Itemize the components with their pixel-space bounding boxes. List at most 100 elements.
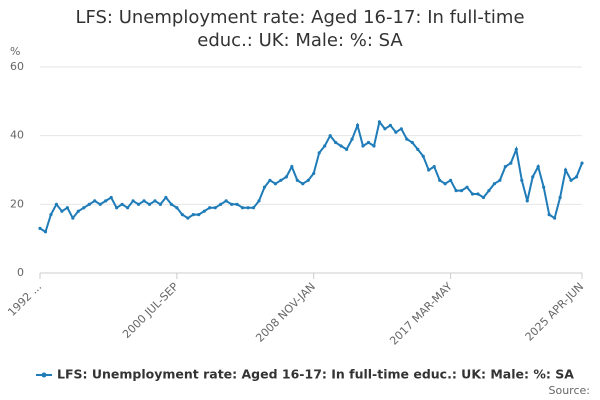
- source: Source:: [549, 384, 591, 397]
- point: [476, 192, 480, 196]
- series-line: [39, 119, 583, 234]
- point: [470, 192, 475, 196]
- point: [323, 144, 327, 148]
- y-axis-label: %: [10, 45, 20, 58]
- point: [481, 195, 486, 200]
- point: [503, 164, 507, 169]
- point: [175, 206, 179, 210]
- point: [432, 164, 436, 169]
- point: [454, 189, 458, 193]
- point: [487, 189, 491, 193]
- point: [388, 123, 392, 127]
- point: [191, 213, 195, 217]
- point: [525, 199, 529, 203]
- chart-title: LFS: Unemployment rate: Aged 16-17: In f…: [75, 7, 525, 51]
- point: [49, 213, 53, 217]
- point: [531, 175, 535, 179]
- point: [197, 213, 201, 217]
- point: [295, 178, 299, 182]
- point: [355, 123, 360, 127]
- point: [405, 137, 409, 141]
- point: [553, 216, 557, 220]
- point: [186, 216, 190, 220]
- point: [383, 127, 387, 131]
- x-tick-label: 1992 ...: [5, 280, 44, 319]
- point: [71, 216, 75, 220]
- point: [443, 182, 447, 186]
- point: [438, 178, 442, 182]
- point: [115, 206, 119, 210]
- point: [82, 206, 86, 210]
- point: [520, 178, 524, 182]
- x-tick-label: 2000 JUL-SEP: [120, 280, 181, 341]
- point: [465, 185, 469, 189]
- y-tick-label: 40: [10, 129, 24, 142]
- x-tick-label: 2025 APR-JUN: [523, 280, 587, 344]
- y-tick-label: 0: [17, 266, 24, 279]
- point: [142, 199, 146, 203]
- point: [273, 182, 278, 186]
- point: [169, 202, 173, 206]
- point: [416, 147, 420, 151]
- point: [317, 151, 321, 155]
- point: [427, 168, 431, 172]
- point: [268, 178, 272, 182]
- point: [208, 206, 212, 210]
- point: [125, 206, 130, 210]
- point: [542, 185, 546, 189]
- point: [164, 195, 168, 200]
- point: [509, 161, 513, 165]
- point: [284, 175, 288, 179]
- point: [109, 195, 113, 200]
- point: [536, 164, 540, 169]
- point: [213, 206, 217, 210]
- point: [257, 199, 261, 203]
- point: [180, 213, 184, 217]
- point: [377, 120, 382, 124]
- point: [290, 164, 294, 169]
- point: [514, 147, 518, 151]
- point: [38, 226, 42, 230]
- point: [147, 202, 152, 206]
- point: [235, 202, 239, 206]
- point: [93, 199, 97, 203]
- point: [459, 189, 464, 193]
- legend-marker: [41, 372, 47, 378]
- point: [334, 140, 338, 145]
- point: [339, 144, 343, 148]
- point: [240, 206, 245, 210]
- point: [372, 144, 376, 148]
- point: [136, 202, 141, 206]
- point: [65, 206, 69, 210]
- point: [366, 140, 371, 145]
- y-tick-label: 20: [10, 197, 24, 210]
- point: [421, 154, 425, 158]
- point: [492, 182, 497, 186]
- point: [153, 199, 157, 203]
- point: [131, 199, 135, 203]
- point: [279, 178, 283, 182]
- point: [76, 209, 80, 213]
- point: [350, 137, 354, 141]
- point: [328, 134, 332, 138]
- point: [251, 206, 256, 210]
- legend-label: LFS: Unemployment rate: Aged 16-17: In f…: [57, 367, 574, 382]
- point: [312, 171, 316, 176]
- point: [158, 202, 163, 206]
- point: [361, 144, 365, 148]
- point: [569, 178, 573, 182]
- x-tick-label: 2017 MAR-MAY: [387, 280, 455, 348]
- point: [558, 195, 562, 200]
- x-tick-label: 2008 NOV-JAN: [253, 280, 318, 345]
- point: [54, 202, 59, 206]
- point: [43, 230, 48, 234]
- point: [301, 182, 305, 186]
- point: [262, 185, 267, 189]
- point: [230, 202, 234, 206]
- point: [104, 199, 108, 203]
- point: [410, 140, 414, 145]
- y-tick-label: 60: [10, 60, 24, 73]
- point: [580, 161, 584, 165]
